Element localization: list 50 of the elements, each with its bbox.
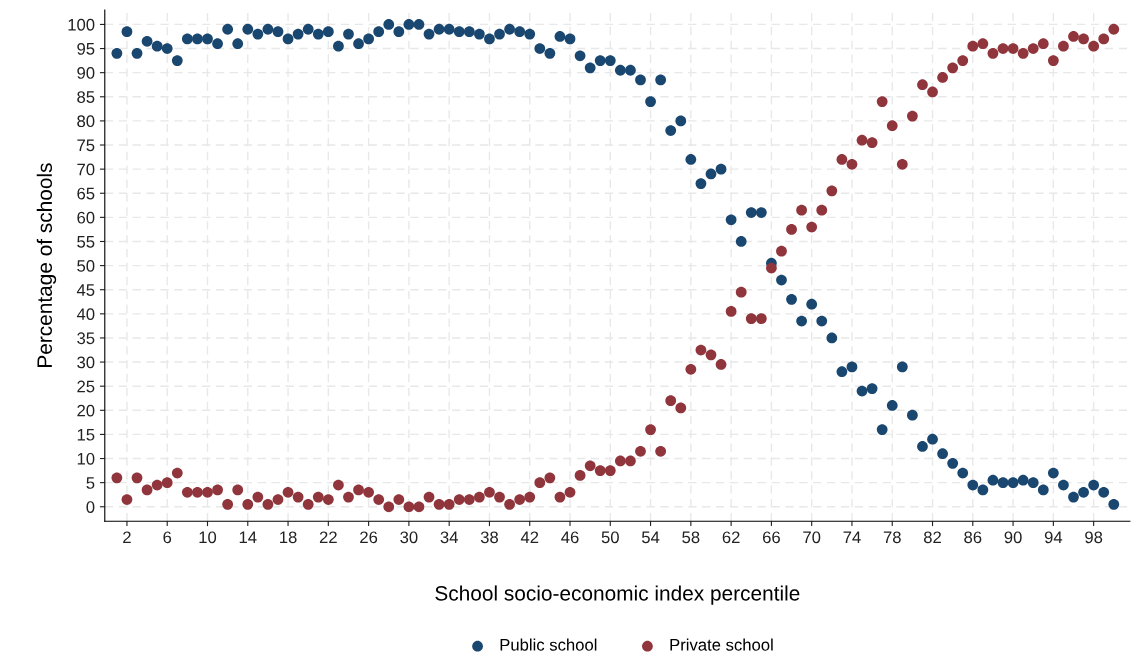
x-tick-label: 6 <box>163 531 172 544</box>
x-tick-label: 78 <box>883 531 901 544</box>
y-tick-label: 85 <box>77 91 95 103</box>
x-tick-label: 82 <box>923 531 941 544</box>
x-tick-label: 74 <box>843 531 861 544</box>
legend-label: Public school <box>500 638 597 651</box>
x-tick-label: 14 <box>239 531 257 544</box>
y-tick-label: 40 <box>76 308 95 321</box>
x-tick-label: 98 <box>1085 531 1103 544</box>
x-tick-label: 2 <box>123 531 131 544</box>
y-tick-label: 5 <box>86 477 95 489</box>
x-tick-label: 90 <box>1004 531 1022 544</box>
x-tick-label: 18 <box>280 531 297 544</box>
y-tick-label: 10 <box>77 452 95 465</box>
x-tick-label: 38 <box>480 531 498 544</box>
x-tick-label: 46 <box>561 531 579 544</box>
x-tick-label: 26 <box>360 531 378 544</box>
y-tick-label: 100 <box>68 18 95 31</box>
x-tick-label: 10 <box>199 531 217 544</box>
y-tick-label: 90 <box>77 67 95 79</box>
x-tick-label: 58 <box>682 531 700 544</box>
y-tick-label: 75 <box>77 139 95 152</box>
y-tick-label: 50 <box>77 260 95 272</box>
y-tick-label: 65 <box>77 187 95 200</box>
y-tick-label: 15 <box>77 428 95 441</box>
x-tick-label: 70 <box>803 531 821 544</box>
x-axis-title: School socio-economic index percentile <box>435 585 800 605</box>
y-tick-label: 20 <box>77 404 95 417</box>
y-tick-label: 35 <box>77 332 95 345</box>
x-tick-label: 42 <box>520 531 539 544</box>
y-tick-label: 60 <box>77 211 95 224</box>
x-tick-label: 66 <box>762 531 780 544</box>
x-tick-label: 62 <box>722 531 740 544</box>
legend-label: Private school <box>670 638 773 651</box>
y-tick-label: 45 <box>76 284 95 296</box>
y-tick-label: 25 <box>77 380 95 393</box>
x-tick-label: 22 <box>319 531 337 544</box>
y-tick-label: 0 <box>86 501 95 513</box>
x-tick-label: 34 <box>440 531 458 544</box>
y-tick-label: 55 <box>77 236 95 248</box>
x-tick-label: 94 <box>1044 531 1063 544</box>
x-tick-label: 54 <box>641 531 660 544</box>
y-tick-label: 30 <box>77 356 95 369</box>
y-tick-label: 70 <box>77 163 95 176</box>
x-tick-label: 30 <box>400 531 418 544</box>
x-tick-label: 50 <box>601 531 619 544</box>
y-tick-label: 80 <box>77 115 95 128</box>
y-tick-label: 95 <box>77 42 95 55</box>
y-axis-title: Percentage of schools <box>36 163 57 367</box>
x-tick-label: 86 <box>964 531 982 544</box>
